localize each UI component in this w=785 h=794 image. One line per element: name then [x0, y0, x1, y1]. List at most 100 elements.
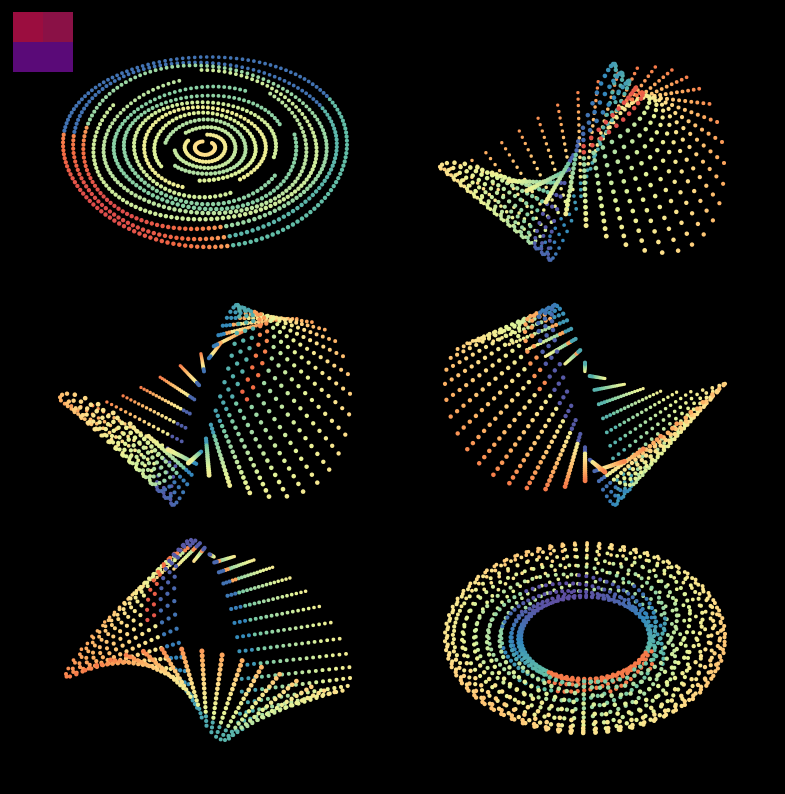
- point: [86, 188, 92, 193]
- point: [269, 128, 274, 133]
- point: [668, 677, 673, 682]
- point: [677, 570, 681, 575]
- point: [128, 164, 133, 169]
- point: [81, 191, 86, 196]
- point: [192, 118, 197, 123]
- point: [315, 451, 320, 457]
- point: [661, 75, 666, 80]
- point: [187, 129, 191, 134]
- point: [301, 101, 305, 106]
- point: [97, 173, 102, 178]
- point: [64, 164, 70, 169]
- point: [634, 93, 639, 98]
- point: [645, 615, 650, 620]
- point: [561, 572, 566, 577]
- point: [301, 334, 306, 340]
- point: [652, 82, 657, 87]
- point: [327, 116, 332, 121]
- point: [534, 355, 539, 360]
- point: [307, 94, 312, 99]
- point: [594, 557, 598, 562]
- point: [613, 198, 618, 203]
- point: [516, 640, 521, 646]
- point: [271, 597, 275, 601]
- point: [553, 568, 557, 572]
- point: [442, 381, 448, 386]
- point: [569, 572, 574, 577]
- point: [540, 211, 545, 216]
- point: [649, 615, 654, 620]
- point: [280, 227, 286, 233]
- point: [475, 164, 480, 170]
- point: [327, 678, 332, 683]
- point: [256, 669, 262, 675]
- point: [462, 368, 468, 374]
- point: [470, 173, 475, 178]
- point: [148, 587, 153, 592]
- point: [467, 675, 472, 680]
- point: [253, 209, 259, 214]
- point: [711, 598, 716, 603]
- point: [520, 179, 525, 184]
- point: [230, 374, 236, 379]
- point: [483, 679, 488, 684]
- point: [201, 117, 206, 122]
- point: [141, 445, 147, 450]
- point: [454, 409, 460, 414]
- point: [610, 397, 615, 402]
- point: [118, 182, 124, 188]
- point: [661, 397, 666, 402]
- point: [517, 463, 523, 469]
- point: [187, 411, 192, 416]
- point: [308, 209, 313, 215]
- point: [118, 110, 123, 115]
- point: [146, 129, 151, 134]
- point: [709, 633, 714, 638]
- point: [266, 674, 271, 678]
- point: [165, 224, 171, 230]
- point: [272, 74, 277, 79]
- point: [519, 230, 524, 235]
- point: [104, 132, 109, 137]
- point: [219, 657, 224, 663]
- point: [153, 624, 158, 629]
- point: [261, 315, 267, 320]
- point: [228, 63, 233, 67]
- point: [291, 398, 297, 403]
- point: [157, 572, 162, 577]
- point: [513, 178, 519, 184]
- point: [710, 626, 715, 631]
- point: [513, 220, 518, 225]
- point: [488, 576, 493, 581]
- point: [541, 604, 546, 609]
- point: [150, 455, 155, 460]
- point: [532, 160, 536, 165]
- point: [652, 555, 657, 560]
- point: [183, 548, 188, 553]
- point: [561, 395, 566, 400]
- panel-2: [437, 61, 727, 262]
- point: [466, 587, 470, 592]
- point: [213, 165, 218, 170]
- point: [514, 572, 519, 577]
- point: [158, 129, 163, 134]
- point: [246, 66, 250, 71]
- point: [341, 354, 345, 359]
- point: [109, 623, 114, 627]
- point: [317, 604, 322, 609]
- point: [330, 443, 335, 448]
- point: [246, 633, 251, 638]
- point: [277, 450, 282, 456]
- point: [152, 145, 157, 150]
- point: [582, 174, 587, 180]
- point: [283, 95, 287, 100]
- point: [233, 232, 238, 238]
- point: [522, 569, 527, 574]
- point: [261, 380, 267, 386]
- point: [675, 248, 681, 253]
- point: [70, 176, 75, 181]
- point: [326, 393, 331, 399]
- point: [628, 443, 632, 448]
- point: [305, 375, 311, 380]
- point: [304, 656, 309, 661]
